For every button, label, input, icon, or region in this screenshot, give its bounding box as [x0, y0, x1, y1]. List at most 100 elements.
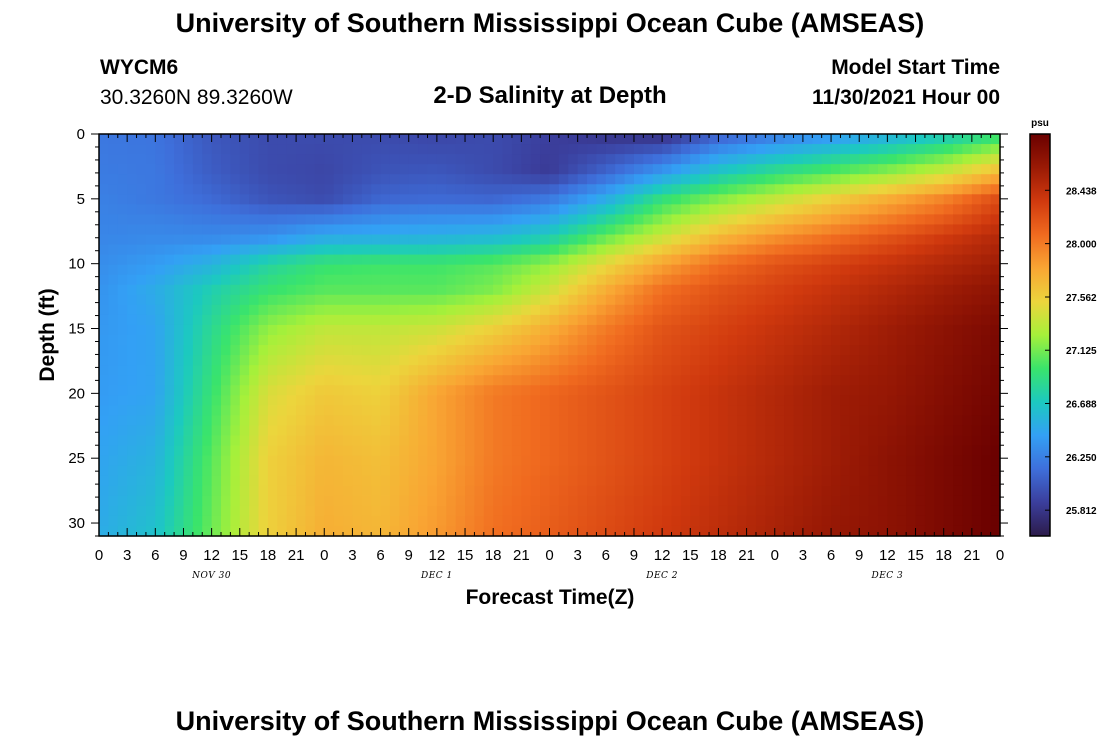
heatmap-cell [615, 515, 626, 527]
heatmap-cell [371, 194, 382, 205]
heatmap-cell [924, 154, 935, 165]
heatmap-cell [474, 405, 485, 416]
heatmap-cell [915, 274, 926, 286]
heatmap-cell [371, 405, 382, 416]
heatmap-cell [361, 294, 372, 306]
heatmap-cell [587, 184, 598, 195]
heatmap-cell [896, 224, 907, 236]
heatmap-cell [418, 314, 429, 326]
heatmap-cell [924, 515, 935, 527]
heatmap-cell [671, 525, 682, 537]
heatmap-cell [633, 264, 644, 276]
heatmap-cell [202, 284, 213, 296]
heatmap-cell [671, 244, 682, 256]
heatmap-cell [943, 485, 954, 497]
heatmap-cell [877, 154, 888, 165]
heatmap-cell [361, 284, 372, 296]
heatmap-cell [624, 234, 635, 246]
heatmap-cell [962, 345, 973, 356]
heatmap-cell [718, 465, 729, 477]
heatmap-cell [774, 445, 785, 457]
heatmap-cell [990, 154, 1001, 165]
heatmap-cell [821, 505, 832, 517]
heatmap-cell [690, 445, 701, 457]
heatmap-cell [352, 214, 363, 226]
heatmap-cell [399, 244, 410, 256]
heatmap-cell [155, 475, 166, 487]
heatmap-cell [990, 345, 1001, 356]
heatmap-cell [221, 525, 231, 537]
heatmap-cell [474, 274, 485, 286]
heatmap-cell [230, 194, 241, 205]
heatmap-cell [258, 264, 269, 276]
heatmap-cell [211, 304, 222, 316]
heatmap-cell [352, 445, 363, 457]
heatmap-cell [202, 335, 213, 346]
heatmap-cell [249, 234, 260, 246]
heatmap-cell [577, 395, 588, 406]
heatmap-cell [314, 455, 325, 467]
heatmap-cell [624, 475, 635, 487]
heatmap-cell [530, 254, 541, 266]
heatmap-cell [343, 204, 354, 215]
heatmap-cell [183, 505, 194, 517]
heatmap-cell [596, 335, 607, 346]
heatmap-cell [483, 495, 494, 507]
heatmap-cell [174, 375, 185, 386]
heatmap-cell [859, 284, 870, 296]
heatmap-cell [784, 254, 795, 266]
heatmap-cell [465, 475, 476, 487]
heatmap-cell [868, 214, 879, 226]
heatmap-cell [652, 174, 663, 185]
heatmap-cell [511, 525, 522, 537]
heatmap-cell [192, 345, 203, 356]
heatmap-cell [483, 335, 494, 346]
heatmap-cell [352, 495, 363, 507]
heatmap-cell [877, 465, 888, 477]
heatmap-cell [737, 375, 748, 386]
heatmap-cell [887, 184, 898, 195]
heatmap-cell [802, 184, 813, 195]
heatmap-cell [99, 224, 109, 236]
heatmap-cell [699, 505, 710, 517]
heatmap-cell [183, 324, 194, 336]
heatmap-cell [896, 134, 907, 145]
heatmap-cell [343, 455, 354, 467]
heatmap-cell [296, 244, 307, 256]
heatmap-cell [690, 304, 701, 316]
heatmap-cell [511, 284, 522, 296]
heatmap-cell [718, 264, 729, 276]
heatmap-cell [605, 284, 616, 296]
heatmap-cell [418, 214, 429, 226]
heatmap-cell [587, 515, 598, 527]
heatmap-cell [108, 405, 119, 416]
heatmap-cell [953, 485, 964, 497]
heatmap-cell [924, 435, 935, 447]
heatmap-cell [953, 355, 964, 366]
heatmap-cell [943, 495, 954, 507]
heatmap-cell [455, 505, 466, 517]
heatmap-cell [577, 425, 588, 437]
heatmap-cell [755, 425, 766, 437]
heatmap-cell [239, 485, 250, 497]
heatmap-cell [521, 244, 532, 256]
heatmap-cell [840, 274, 851, 286]
heatmap-cell [605, 244, 616, 256]
heatmap-cell [859, 144, 870, 155]
heatmap-cell [990, 465, 1001, 477]
heatmap-cell [802, 485, 813, 497]
heatmap-cell [727, 154, 738, 165]
heatmap-cell [249, 405, 260, 416]
heatmap-cell [136, 355, 147, 366]
heatmap-cell [877, 174, 888, 185]
heatmap-cell [971, 485, 982, 497]
heatmap-cell [643, 184, 654, 195]
heatmap-cell [737, 314, 748, 326]
heatmap-cell [906, 475, 917, 487]
heatmap-cell [793, 415, 804, 427]
heatmap-cell [671, 485, 682, 497]
heatmap-cell [943, 385, 954, 396]
heatmap-cell [108, 465, 119, 477]
heatmap-cell [230, 164, 241, 175]
heatmap-cell [483, 375, 494, 386]
